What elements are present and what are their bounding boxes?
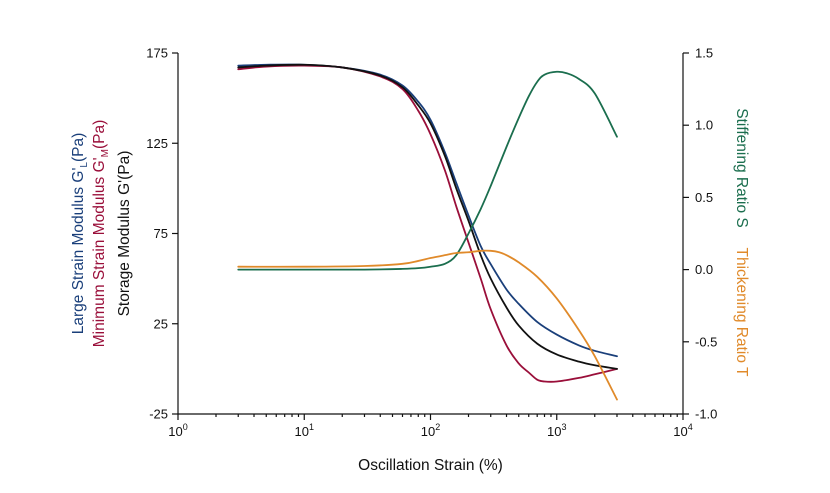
thickening-ratio-line — [237, 249, 618, 401]
y-right-title-stiffening: Stiffening Ratio S — [733, 108, 750, 227]
y-left-tick-label: 25 — [154, 316, 168, 331]
x-tick-label: 104 — [673, 422, 692, 439]
y-left-tick-label: 125 — [146, 136, 168, 151]
y-right-tick-label: 0.5 — [695, 190, 713, 205]
x-tick-label: 101 — [295, 422, 314, 439]
y-left-tick-label: -25 — [149, 407, 168, 422]
axes: 100 101 102 103 104 175 125 75 25 -25 1.5 1.0 0.5 0.0… — [146, 46, 717, 440]
y-left-tick-label: 75 — [154, 226, 168, 241]
y-right-tick-label: -0.5 — [695, 334, 717, 349]
large-strain-modulus-line — [237, 63, 618, 358]
series-lines — [237, 63, 618, 401]
y-right-tick-label: -1.0 — [695, 407, 717, 422]
x-tick-label: 103 — [547, 422, 566, 439]
x-tick-label: 100 — [168, 422, 187, 439]
y-left-tick-label: 175 — [146, 46, 168, 61]
y-left-title: Storage Modulus G'(Pa) — [116, 151, 133, 317]
axis-labels: Oscillation Strain (%) Large Strain Modul… — [70, 108, 750, 474]
x-tick-label: 102 — [421, 422, 440, 439]
minimum-strain-modulus-line — [237, 64, 618, 383]
x-axis-title: Oscillation Strain (%) — [358, 457, 503, 474]
y-right-tick-label: 1.5 — [695, 46, 713, 61]
y-right-tick-label: 0.0 — [695, 262, 713, 277]
y-right-title-thickening: Thickening Ratio T — [733, 248, 750, 377]
y-left-title: Large Strain Modulus G'L(Pa) — [70, 133, 90, 335]
stiffening-ratio-line — [237, 70, 618, 271]
y-right-tick-label: 1.0 — [695, 118, 713, 133]
storage-modulus-line — [237, 63, 618, 370]
y-left-title: Minimum Strain Modulus G'M(Pa) — [91, 120, 111, 348]
